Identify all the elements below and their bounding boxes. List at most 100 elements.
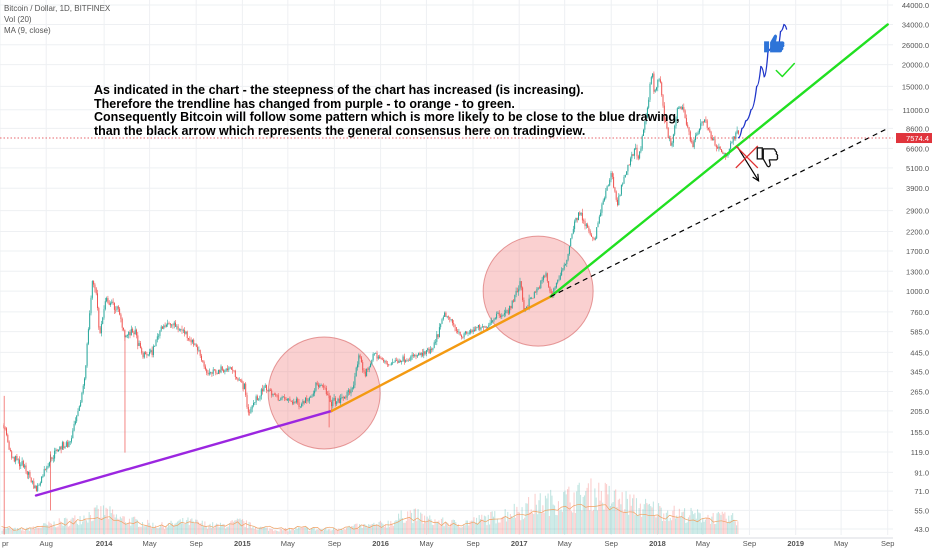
volume-bar bbox=[66, 518, 68, 534]
volume-bar bbox=[18, 529, 20, 534]
candle-body bbox=[186, 331, 188, 339]
volume-bar bbox=[612, 501, 614, 534]
candle-body bbox=[345, 396, 347, 398]
volume-bar bbox=[138, 526, 140, 534]
volume-bar bbox=[314, 530, 316, 534]
volume-indicator-label[interactable]: Vol (20) bbox=[4, 15, 32, 24]
volume-bar bbox=[599, 500, 601, 534]
volume-bar bbox=[243, 521, 245, 534]
candle-body bbox=[544, 276, 546, 277]
volume-bar bbox=[381, 522, 383, 534]
candle-body bbox=[705, 119, 707, 121]
volume-bar bbox=[184, 523, 186, 534]
candle-body bbox=[310, 396, 312, 398]
candle-body bbox=[32, 481, 34, 483]
candle-body bbox=[16, 456, 18, 461]
volume-bar bbox=[576, 491, 578, 534]
candle-body bbox=[702, 121, 704, 123]
volume-bar bbox=[114, 517, 116, 534]
candle-body bbox=[576, 217, 578, 221]
candle-body bbox=[617, 199, 619, 206]
candle-body bbox=[243, 383, 245, 390]
candle-body bbox=[245, 383, 247, 396]
volume-bar bbox=[372, 523, 374, 534]
y-tick-label: 119.0 bbox=[911, 448, 929, 457]
volume-bar bbox=[102, 505, 105, 534]
ma-indicator-label[interactable]: MA (9, close) bbox=[4, 26, 51, 35]
volume-bar bbox=[693, 514, 695, 534]
candle-body bbox=[581, 212, 583, 221]
candle-body bbox=[580, 212, 582, 215]
candle-body bbox=[100, 323, 102, 334]
volume-bar bbox=[36, 527, 38, 534]
volume-bar bbox=[359, 524, 361, 534]
volume-bar bbox=[88, 512, 90, 534]
candle-body bbox=[362, 362, 364, 371]
candle-body bbox=[142, 352, 144, 358]
candle-body bbox=[327, 394, 329, 395]
volume-bar bbox=[565, 494, 567, 534]
volume-bar bbox=[572, 512, 574, 534]
candle-body bbox=[4, 427, 6, 429]
volume-bar bbox=[453, 520, 456, 534]
last-price-badge bbox=[896, 133, 932, 144]
candle-body bbox=[116, 306, 118, 310]
projection-blue-drawing bbox=[737, 23, 788, 139]
x-tick-label: May bbox=[281, 539, 295, 548]
volume-bar bbox=[61, 522, 63, 534]
candle-body bbox=[542, 276, 544, 280]
candle-body bbox=[650, 77, 652, 84]
candle-body bbox=[276, 394, 278, 396]
candle-body bbox=[98, 308, 100, 328]
volume-bar bbox=[382, 523, 384, 534]
candle-body bbox=[26, 471, 28, 475]
annotation-line: Therefore the trendline has changed from… bbox=[94, 96, 515, 111]
volume-bar bbox=[41, 525, 43, 534]
volume-bar bbox=[316, 529, 318, 534]
volume-bar bbox=[109, 506, 111, 534]
candle-body bbox=[255, 396, 257, 403]
candle-body bbox=[295, 398, 297, 403]
volume-bar bbox=[330, 530, 332, 534]
candle-body bbox=[593, 238, 595, 240]
candle-body bbox=[628, 164, 630, 166]
candle-body bbox=[214, 369, 216, 371]
candle-body bbox=[81, 392, 83, 403]
volume-bar bbox=[8, 527, 10, 534]
candle-body bbox=[19, 459, 21, 467]
candle-body bbox=[644, 121, 646, 130]
volume-bar bbox=[10, 529, 12, 534]
volume-bar bbox=[479, 519, 482, 534]
candle-body bbox=[194, 344, 196, 346]
volume-bar bbox=[556, 515, 558, 534]
candle-body bbox=[230, 367, 232, 370]
volume-bar bbox=[37, 527, 40, 534]
volume-bar bbox=[169, 525, 171, 534]
volume-bar bbox=[391, 523, 393, 534]
volume-bar bbox=[633, 494, 635, 534]
volume-bar bbox=[139, 526, 141, 534]
candle-body bbox=[438, 327, 440, 338]
volume-bar bbox=[730, 515, 732, 534]
candle-body bbox=[737, 130, 739, 134]
candle-body bbox=[102, 317, 104, 324]
symbol-label[interactable]: Bitcoin / Dollar, 1D, BITFINEX bbox=[4, 4, 111, 13]
volume-bar bbox=[317, 529, 319, 534]
volume-bar bbox=[99, 517, 101, 534]
candle-body bbox=[659, 79, 661, 83]
candle-body bbox=[481, 326, 483, 328]
candle-body bbox=[680, 106, 682, 109]
volume-bar bbox=[672, 510, 674, 534]
volume-bar bbox=[567, 489, 569, 534]
candle-body bbox=[177, 326, 179, 330]
candle-body bbox=[433, 342, 435, 348]
candle-body bbox=[190, 340, 192, 343]
candle-body bbox=[263, 387, 265, 392]
volume-bar bbox=[388, 526, 391, 534]
candle-body bbox=[526, 306, 528, 309]
volume-bar bbox=[182, 517, 184, 534]
candle-body bbox=[308, 397, 310, 401]
candle-body bbox=[8, 441, 10, 450]
volume-bar bbox=[60, 521, 62, 534]
candle-body bbox=[22, 461, 24, 468]
